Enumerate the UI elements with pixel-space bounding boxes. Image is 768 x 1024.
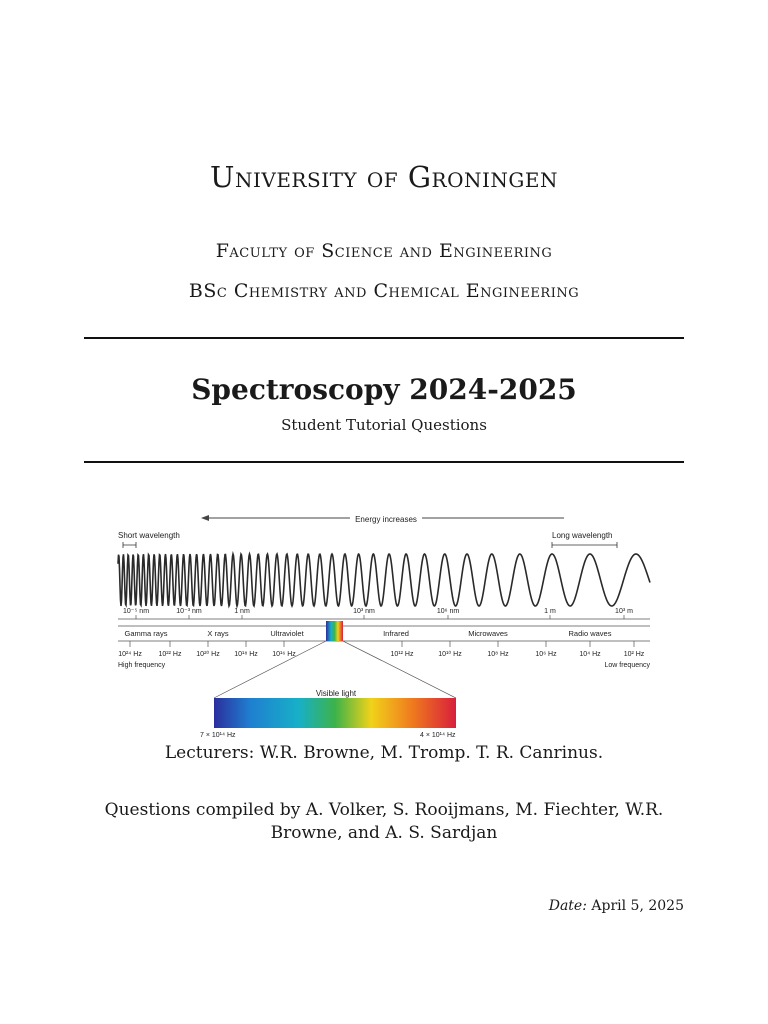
document-title: Spectroscopy 2024-2025 — [191, 373, 577, 406]
compiled-by-line: Questions compiled by A. Volker, S. Rooi… — [104, 800, 664, 843]
frequency-tick-label: 10²⁴ Hz — [118, 651, 142, 658]
electromagnetic-spectrum-figure: Energy increases Short wavelength Long w… — [117, 512, 651, 739]
region-label: Infrared — [383, 629, 409, 638]
long-wavelength-bracket — [551, 542, 618, 548]
document-subtitle: Student Tutorial Questions — [281, 416, 487, 434]
date-value: April 5, 2025 — [591, 898, 684, 914]
wavelength-tick-label: 10⁻³ nm — [176, 608, 202, 615]
wavelength-tick-label: 1 nm — [234, 608, 250, 615]
wavelength-tick-label: 1 m — [544, 608, 556, 615]
low-frequency-label: Low frequency — [604, 662, 650, 669]
spectrum-regions: Gamma rays X rays Ultraviolet Infrared Micro… — [125, 629, 612, 638]
visible-low-label: 7 × 10¹⁴ Hz — [200, 732, 236, 739]
frequency-tick-label: 10⁶ Hz — [535, 651, 557, 658]
date-label: Date: — [548, 898, 587, 914]
frequency-tick-label: 10¹² Hz — [391, 651, 414, 658]
bottom-divider — [84, 461, 684, 463]
short-wavelength-label: Short wavelength — [118, 531, 180, 540]
frequency-tick-label: 10¹⁸ Hz — [234, 651, 258, 658]
region-label: Radio waves — [569, 629, 612, 638]
frequency-scale: 10²⁴ Hz 10²² Hz 10²⁰ Hz 10¹⁸ Hz 10¹⁶ Hz 10¹² … — [118, 641, 645, 658]
wavelength-tick-label: 10³ nm — [353, 608, 375, 615]
frequency-tick-label: 10²² Hz — [159, 651, 182, 658]
wavelength-tick-label: 10⁶ nm — [437, 608, 460, 615]
visible-high-label: 4 × 10¹⁴ Hz — [420, 732, 456, 739]
region-label: Gamma rays — [125, 629, 168, 638]
region-label: Microwaves — [468, 629, 508, 638]
program-name: BSc Chemistry and Chemical Engineering — [188, 280, 580, 302]
frequency-tick-label: 10¹⁶ Hz — [272, 651, 296, 658]
visible-band-marker — [326, 621, 343, 641]
long-wavelength-label: Long wavelength — [552, 531, 613, 540]
visible-light-label: Visible light — [316, 689, 357, 698]
wavelength-tick-label: 10⁻⁵ nm — [123, 608, 149, 615]
faculty-name: Faculty of Science and Engineering — [215, 240, 553, 262]
region-label: Ultraviolet — [270, 629, 304, 638]
date-line: Date: April 5, 2025 — [549, 898, 684, 914]
top-divider — [84, 337, 684, 339]
frequency-tick-label: 10⁴ Hz — [579, 651, 601, 658]
wavelength-scale: 10⁻⁵ nm 10⁻³ nm 1 nm 10³ nm 10⁶ nm 1 m 10³ m — [118, 608, 650, 620]
wave-illustration — [117, 550, 651, 610]
university-name: University of Groningen — [210, 160, 558, 194]
region-label: X rays — [207, 629, 229, 638]
high-frequency-label: High frequency — [118, 662, 166, 669]
energy-label: Energy increases — [355, 515, 417, 524]
wavelength-tick-label: 10³ m — [615, 608, 633, 615]
visible-spectrum-bar — [214, 698, 456, 728]
frequency-tick-label: 10² Hz — [624, 651, 645, 658]
frequency-tick-label: 10²⁰ Hz — [196, 650, 220, 658]
lecturers-line: Lecturers: W.R. Browne, M. Tromp. T. R. … — [164, 743, 604, 763]
frequency-tick-label: 10¹⁰ Hz — [438, 650, 462, 658]
short-wavelength-bracket — [122, 542, 137, 548]
frequency-tick-label: 10⁸ Hz — [487, 651, 509, 658]
